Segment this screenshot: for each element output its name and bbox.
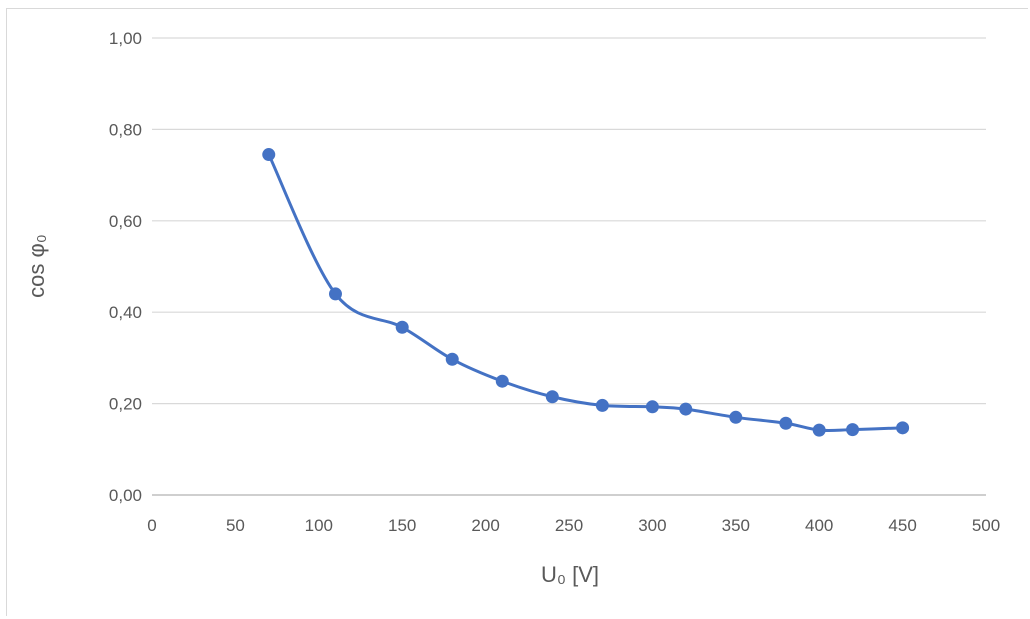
gridlines — [152, 37, 986, 405]
data-point — [645, 400, 659, 414]
data-point — [846, 423, 860, 437]
data-point — [395, 320, 409, 334]
data-point — [328, 287, 342, 301]
data-point — [262, 148, 276, 162]
series-line — [267, 153, 903, 433]
y-tick-label: 0,00 — [109, 486, 142, 505]
y-tick-label: 0,20 — [109, 395, 142, 414]
y-tick-labels: 0,00 0,20 0,40 0,60 0,80 1,00 — [109, 29, 142, 505]
x-tick-label: 50 — [226, 516, 245, 535]
data-point — [595, 398, 609, 412]
x-tick-labels: 0 50 100 150 200 250 300 350 400 450 500 — [147, 516, 1000, 535]
x-tick-label: 0 — [147, 516, 156, 535]
y-tick-label: 1,00 — [109, 29, 142, 48]
data-point — [729, 410, 743, 424]
data-point — [445, 352, 459, 366]
data-point — [812, 423, 826, 437]
data-point — [679, 402, 693, 416]
x-tick-label: 200 — [471, 516, 499, 535]
x-tick-label: 250 — [555, 516, 583, 535]
y-axis-title: cos φ₀ — [24, 234, 49, 298]
data-point — [779, 416, 793, 430]
x-tick-label: 300 — [638, 516, 666, 535]
x-tick-label: 150 — [388, 516, 416, 535]
y-tick-label: 0,60 — [109, 212, 142, 231]
x-tick-label: 500 — [972, 516, 1000, 535]
x-tick-label: 400 — [805, 516, 833, 535]
chart-frame — [6, 8, 1028, 616]
x-tick-label: 100 — [305, 516, 333, 535]
data-point — [495, 374, 509, 388]
data-point — [896, 421, 910, 435]
data-points — [262, 148, 910, 437]
y-tick-label: 0,40 — [109, 303, 142, 322]
x-tick-label: 350 — [722, 516, 750, 535]
y-tick-label: 0,80 — [109, 120, 142, 139]
x-tick-label: 450 — [888, 516, 916, 535]
data-point — [545, 390, 559, 404]
x-axis-title: U₀ [V] — [541, 562, 599, 587]
